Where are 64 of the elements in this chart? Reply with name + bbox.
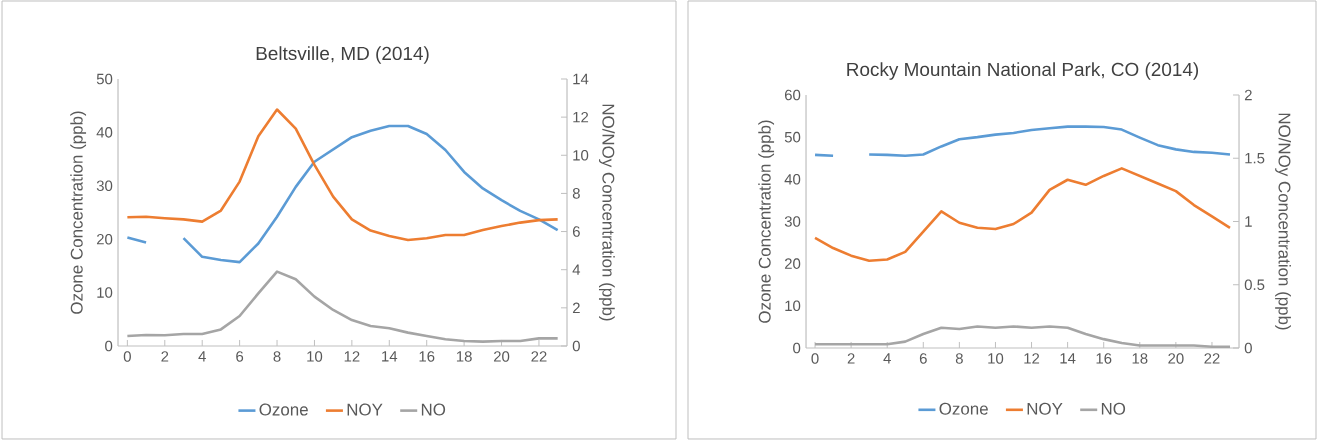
x-tick-label: 14 xyxy=(382,351,398,362)
x-tick-label: 16 xyxy=(1096,353,1112,364)
x-tick-label: 12 xyxy=(344,351,360,362)
y2-tick-label: 4 xyxy=(572,264,581,275)
x-tick-label: 10 xyxy=(307,351,323,362)
y-tick-label: 0 xyxy=(105,340,113,352)
y-tick-label: 10 xyxy=(785,300,801,312)
x-tick-label: 14 xyxy=(1060,353,1076,364)
x-tick-label: 20 xyxy=(1168,353,1184,364)
x-tick-label: 10 xyxy=(988,353,1004,364)
legend-label: NOY xyxy=(1027,402,1063,415)
y-tick-label: 40 xyxy=(96,127,113,138)
y2-tick-label: 2 xyxy=(572,302,580,314)
y2-tick-label: 1.5 xyxy=(1245,153,1265,164)
line-series xyxy=(126,108,559,242)
y-tick-label: 30 xyxy=(96,180,113,192)
x-tick-label: 0 xyxy=(811,353,819,364)
line-series xyxy=(126,270,559,343)
legend-label: NOY xyxy=(347,403,383,416)
x-tick-label: 12 xyxy=(1024,353,1040,364)
y2-tick-label: 2 xyxy=(1244,89,1252,101)
legend-label: Ozone xyxy=(939,402,988,415)
x-tick-label: 18 xyxy=(1132,353,1148,364)
y-tick-label: 30 xyxy=(784,216,801,227)
chart-title: Beltsville, MD (2014) xyxy=(256,46,429,64)
y-tick-label: 60 xyxy=(784,89,801,101)
y-tick-label: 50 xyxy=(784,131,801,143)
y2-tick-label: 1 xyxy=(1245,216,1252,227)
x-tick-label: 20 xyxy=(493,351,510,362)
x-tick-label: 0 xyxy=(123,351,131,362)
y2-tick-label: 10 xyxy=(573,149,589,161)
legend-label: NO xyxy=(421,403,446,416)
legend-label: Ozone xyxy=(259,403,308,416)
y2-tick-label: 12 xyxy=(573,111,589,123)
y-tick-label: 10 xyxy=(97,287,113,298)
x-tick-label: 2 xyxy=(161,351,169,362)
x-tick-label: 6 xyxy=(919,353,927,364)
x-tick-label: 4 xyxy=(198,351,206,362)
y2-axis-title: NO/NOy Concentration (ppb) xyxy=(1275,113,1291,330)
y2-axis-title: NO/NOy Concentration (ppb) xyxy=(598,104,615,321)
y-axis-title: Ozone Concentration (ppb) xyxy=(70,111,87,314)
x-tick-label: 22 xyxy=(531,351,547,362)
x-tick-label: 18 xyxy=(456,351,472,362)
x-tick-label: 8 xyxy=(955,353,963,364)
x-tick-label: 4 xyxy=(883,353,891,364)
y-axis-title: Ozone Concentration (ppb) xyxy=(758,120,775,323)
y-tick-label: 20 xyxy=(784,258,801,269)
chart-title: Rocky Mountain National Park, CO (2014) xyxy=(847,62,1199,80)
y2-tick-label: 0 xyxy=(1244,342,1252,354)
y-tick-label: 50 xyxy=(96,73,113,85)
x-tick-label: 22 xyxy=(1204,353,1220,364)
y2-tick-label: 0.5 xyxy=(1244,279,1265,291)
x-tick-label: 6 xyxy=(236,351,244,362)
y-tick-label: 20 xyxy=(96,233,113,245)
y2-tick-label: 0 xyxy=(572,340,580,352)
x-tick-label: 16 xyxy=(419,351,435,362)
y2-tick-label: 6 xyxy=(572,226,580,237)
y2-tick-label: 8 xyxy=(572,188,580,199)
legend-label: NO xyxy=(1101,402,1126,415)
y2-tick-label: 14 xyxy=(573,73,589,85)
y-tick-label: 40 xyxy=(784,174,801,185)
x-tick-label: 2 xyxy=(847,353,855,364)
y-tick-label: 0 xyxy=(793,342,801,354)
x-tick-label: 8 xyxy=(273,351,281,362)
